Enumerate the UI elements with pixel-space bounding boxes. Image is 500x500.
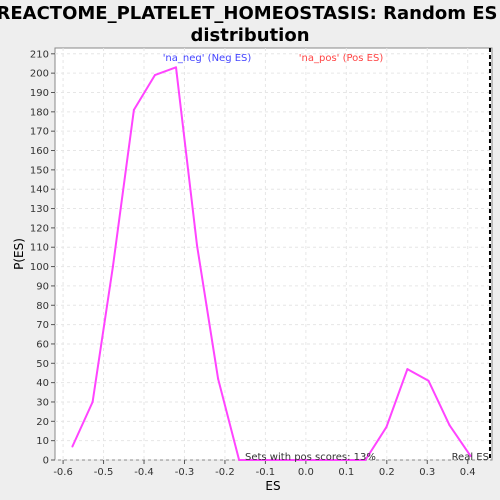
series-point xyxy=(385,426,388,429)
y-tick-label: 130 xyxy=(30,204,49,215)
x-tick-label: 0.0 xyxy=(298,467,314,478)
series-point xyxy=(238,459,241,461)
series-point xyxy=(153,74,156,77)
chart-title-line2: distribution xyxy=(190,25,309,46)
series-layer xyxy=(71,66,472,461)
series-point xyxy=(280,459,283,461)
y-tick-label: 200 xyxy=(30,69,49,80)
series-point xyxy=(301,459,304,461)
y-tick-label: 70 xyxy=(36,320,49,331)
y-tick-label: 160 xyxy=(30,146,49,157)
x-tick-label: 0.4 xyxy=(460,467,476,478)
y-tick-label: 40 xyxy=(36,378,49,389)
x-axis-label: ES xyxy=(265,479,280,493)
x-tick-label: -0.6 xyxy=(53,467,73,478)
y-tick-label: 170 xyxy=(30,127,49,138)
x-tick-label: -0.3 xyxy=(175,467,195,478)
x-tick-label: -0.5 xyxy=(94,467,114,478)
y-tick-label: 30 xyxy=(36,397,49,408)
y-tick-label: 100 xyxy=(30,262,49,273)
y-tick-label: 10 xyxy=(36,436,49,447)
series-point xyxy=(364,459,367,461)
y-tick-label: 110 xyxy=(30,243,49,254)
series-point xyxy=(427,379,430,382)
y-tick-label: 20 xyxy=(36,417,49,428)
x-tick-label: 0.3 xyxy=(419,467,435,478)
series-point xyxy=(174,66,177,69)
y-tick-label: 120 xyxy=(30,223,49,234)
y-tick-label: 180 xyxy=(30,107,49,118)
x-tick-label: -0.2 xyxy=(215,467,235,478)
series-point xyxy=(217,377,220,380)
series-point xyxy=(71,445,74,448)
x-tick-label: 0.2 xyxy=(379,467,395,478)
chart-title-line1: REACTOME_PLATELET_HOMEOSTASIS: Random ES xyxy=(0,3,498,24)
y-tick-label: 60 xyxy=(36,339,49,350)
y-tick-label: 150 xyxy=(30,165,49,176)
y-tick-label: 90 xyxy=(36,281,49,292)
neg-es-label: 'na_neg' (Neg ES) xyxy=(163,53,252,64)
y-tick-label: 190 xyxy=(30,88,49,99)
axis-ticks: -0.6 -0.5 -0.4 -0.3 -0.2 -0.1 0.0 0.1 0.2 0.3 0.4 0… xyxy=(30,49,476,478)
pos-es-label: 'na_pos' (Pos ES) xyxy=(299,53,384,64)
series-point xyxy=(343,459,346,461)
y-axis-label: P(ES) xyxy=(12,238,26,270)
y-tick-label: 0 xyxy=(43,456,49,467)
real-es-label: Real ES xyxy=(452,452,489,463)
annotation-layer: 'na_neg' (Neg ES) 'na_pos' (Pos ES) Sets w… xyxy=(163,48,491,463)
series-point xyxy=(132,108,135,111)
y-tick-label: 140 xyxy=(30,185,49,196)
x-tick-label: 0.1 xyxy=(338,467,354,478)
series-line xyxy=(71,66,472,461)
series-point xyxy=(322,459,325,461)
x-tick-label: -0.4 xyxy=(134,467,154,478)
sets-pos-score-text: Sets with pos scores: 13% xyxy=(245,452,376,463)
plot-area xyxy=(54,47,493,461)
series-point xyxy=(111,265,114,268)
series-point xyxy=(469,455,472,458)
series-point xyxy=(91,400,94,403)
series-point xyxy=(196,244,199,247)
y-tick-label: 50 xyxy=(36,359,49,370)
x-tick-label: -0.1 xyxy=(256,467,276,478)
y-tick-label: 210 xyxy=(30,49,49,60)
series-point xyxy=(259,459,262,461)
series-point xyxy=(448,424,451,427)
series-point xyxy=(406,368,409,371)
y-tick-label: 80 xyxy=(36,301,49,312)
